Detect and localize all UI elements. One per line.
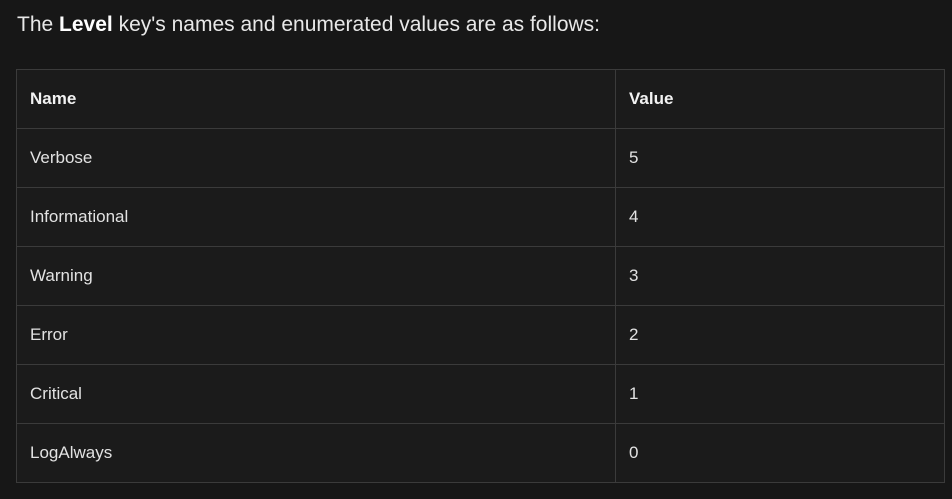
level-name-cell: Error <box>16 305 616 365</box>
intro-text-after: key's names and enumerated values are as… <box>112 13 600 36</box>
table-row: Verbose 5 <box>16 128 945 188</box>
level-name-cell: Warning <box>16 246 616 306</box>
table-row: Error 2 <box>16 305 945 365</box>
name-column-header: Name <box>16 69 616 129</box>
level-key-name: Level <box>59 13 113 36</box>
level-name-cell: LogAlways <box>16 423 616 483</box>
level-value-cell: 5 <box>615 128 945 188</box>
level-name-cell: Informational <box>16 187 616 247</box>
level-name-cell: Critical <box>16 364 616 424</box>
level-value-cell: 2 <box>615 305 945 365</box>
table-row: LogAlways 0 <box>16 423 945 483</box>
intro-paragraph: The Level key's names and enumerated val… <box>17 9 927 41</box>
value-column-header: Value <box>615 69 945 129</box>
table-row: Informational 4 <box>16 187 945 247</box>
table-row: Warning 3 <box>16 246 945 306</box>
intro-text-before: The <box>17 13 60 36</box>
level-value-cell: 4 <box>615 187 945 247</box>
table-row: Critical 1 <box>16 364 945 424</box>
level-value-cell: 3 <box>615 246 945 306</box>
level-value-cell: 0 <box>615 423 945 483</box>
level-value-cell: 1 <box>615 364 945 424</box>
table-header-row: Name Value <box>16 69 945 129</box>
level-name-cell: Verbose <box>16 128 616 188</box>
level-values-table: Name Value Verbose 5 Informational 4 War… <box>16 69 945 483</box>
